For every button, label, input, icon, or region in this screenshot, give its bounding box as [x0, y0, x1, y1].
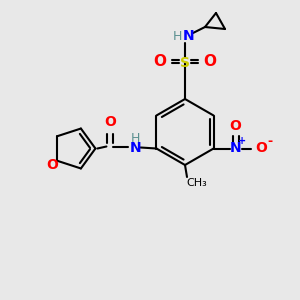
Text: H: H — [131, 132, 140, 145]
Text: O: O — [203, 55, 217, 70]
Text: O: O — [46, 158, 58, 172]
Text: O: O — [154, 55, 166, 70]
Text: -: - — [267, 135, 272, 148]
Text: +: + — [238, 136, 246, 146]
Text: N: N — [183, 29, 195, 43]
Text: S: S — [180, 56, 190, 70]
Text: O: O — [230, 118, 242, 133]
Text: O: O — [256, 142, 268, 155]
Text: H: H — [172, 29, 182, 43]
Text: N: N — [130, 142, 141, 155]
Text: CH₃: CH₃ — [187, 178, 207, 188]
Text: N: N — [230, 142, 242, 155]
Text: O: O — [104, 116, 116, 130]
